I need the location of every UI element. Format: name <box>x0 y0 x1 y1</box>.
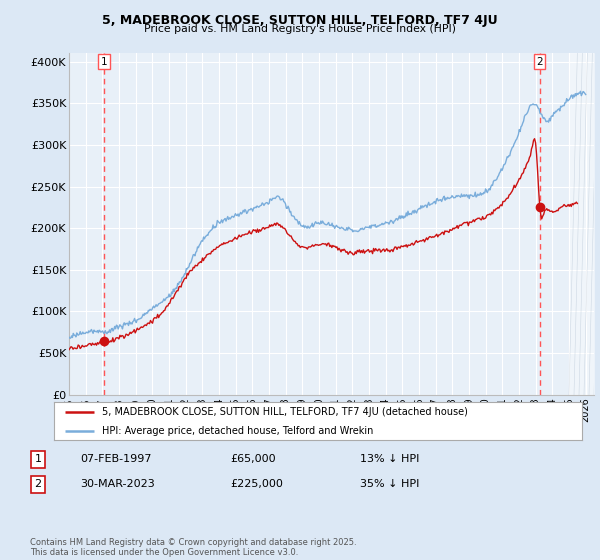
Text: 1: 1 <box>35 454 41 464</box>
Text: 35% ↓ HPI: 35% ↓ HPI <box>360 479 419 489</box>
Text: 5, MADEBROOK CLOSE, SUTTON HILL, TELFORD, TF7 4JU: 5, MADEBROOK CLOSE, SUTTON HILL, TELFORD… <box>102 14 498 27</box>
Text: £65,000: £65,000 <box>230 454 275 464</box>
Text: Price paid vs. HM Land Registry's House Price Index (HPI): Price paid vs. HM Land Registry's House … <box>144 24 456 34</box>
Text: 2: 2 <box>536 57 543 67</box>
Text: £225,000: £225,000 <box>230 479 283 489</box>
Text: 07-FEB-1997: 07-FEB-1997 <box>80 454 151 464</box>
Text: 13% ↓ HPI: 13% ↓ HPI <box>360 454 419 464</box>
Text: 2: 2 <box>34 479 41 489</box>
Text: Contains HM Land Registry data © Crown copyright and database right 2025.
This d: Contains HM Land Registry data © Crown c… <box>30 538 356 557</box>
Text: HPI: Average price, detached house, Telford and Wrekin: HPI: Average price, detached house, Telf… <box>101 426 373 436</box>
Text: 1: 1 <box>101 57 107 67</box>
Text: 5, MADEBROOK CLOSE, SUTTON HILL, TELFORD, TF7 4JU (detached house): 5, MADEBROOK CLOSE, SUTTON HILL, TELFORD… <box>101 407 467 417</box>
Text: 30-MAR-2023: 30-MAR-2023 <box>80 479 155 489</box>
